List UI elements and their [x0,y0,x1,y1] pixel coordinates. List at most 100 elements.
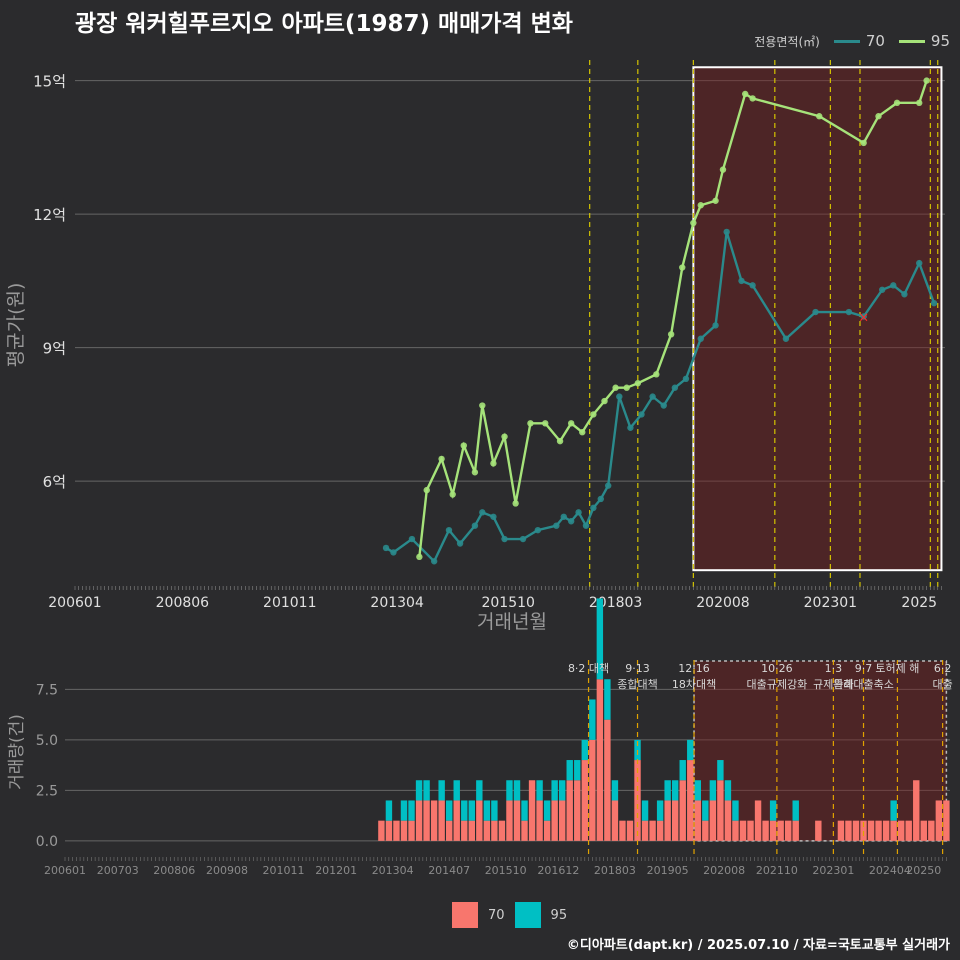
policy-annotation: 대출 [932,678,952,691]
data-point-70 [627,424,634,431]
data-point-70 [575,509,582,516]
data-point-95 [479,402,486,409]
volume-bar-70 [513,800,521,841]
volume-bar-70 [536,800,543,841]
volume-bar-70 [491,820,498,841]
policy-annotation: 8·2 대책 [568,662,609,675]
data-point-70 [582,522,590,529]
data-point-70 [408,535,416,543]
volume-bar-95 [468,800,475,821]
data-point-95 [527,420,534,427]
volume-bar-95 [438,780,445,801]
volume-bar-70 [664,800,671,841]
policy-annotation: 18차대책 [672,678,716,691]
policy-annotation: 9·7 [855,662,873,675]
x-tick-label: 201011 [263,595,316,611]
data-point-70 [597,495,604,503]
data-point-70 [501,535,508,543]
volume-bar-70 [702,820,709,841]
data-point-95 [556,437,564,445]
volume-bar-70 [717,780,724,841]
source-footer: ©디아파트(dapt.kr) / 2025.07.10 / 자료=국토교통부 실… [566,938,950,953]
data-point-95 [679,264,686,271]
volume-bar-95 [596,598,604,680]
vol-x-tick-label: 200806 [153,864,195,877]
data-point-95 [923,77,930,84]
volume-bar-95 [558,780,566,801]
volume-bar-70 [378,820,385,841]
vol-x-tick-label: 202404 [869,864,911,877]
volume-bar-70 [920,820,927,841]
volume-bar-70 [905,820,912,841]
data-point-70 [604,482,612,489]
data-point-70 [682,375,690,383]
volume-bar-95 [476,780,483,801]
volume-bar-70 [483,820,491,841]
data-point-95 [667,331,675,338]
volume-bar-70 [709,800,717,841]
volume-bar-95 [604,679,611,720]
volume-bar-95 [890,800,897,821]
data-point-70 [712,322,719,329]
volume-bar-70 [815,820,822,841]
data-point-95 [490,460,497,467]
data-point-70 [390,549,397,556]
volume-bar-70 [943,800,950,841]
volume-bar-70 [611,800,619,841]
volume-bar-95 [709,780,717,801]
vol-x-tick-label: 201612 [537,864,579,877]
data-point-70 [890,282,897,289]
vol-y-tick-label: 7.5 [36,682,58,698]
data-point-95 [501,433,508,440]
volume-bar-70 [528,780,536,841]
data-point-95 [712,197,719,204]
volume-bar-95 [792,800,799,821]
volume-bar-70 [679,780,686,841]
volume-bar-95 [461,800,468,821]
policy-annotation: 9·13 [625,662,650,675]
volume-bar-70 [913,780,920,841]
volume-bar-70 [792,820,799,841]
x-tick-label: 202301 [804,595,857,611]
volume-bar-95 [687,739,694,761]
chart-title: 광장 워커힐푸르지오 아파트(1987) 매매가격 변화 [75,11,573,37]
data-point-95 [816,113,823,120]
volume-bar-95 [641,800,649,821]
data-point-95 [623,384,630,391]
x-tick-label: 202008 [696,595,749,611]
data-point-70 [534,526,542,534]
data-point-70 [560,513,567,520]
data-point-70 [782,335,790,342]
volume-bar-95 [656,800,664,821]
data-point-95 [860,139,867,147]
volume-bar-95 [574,760,581,781]
volume-bar-70 [438,800,445,841]
data-point-95 [741,90,749,98]
policy-annotation: 대출규제강화 [747,678,808,691]
data-point-70 [471,522,479,529]
volume-bar-70 [928,820,935,841]
y-axis-title: 평균가(원) [5,283,27,368]
volume-bar-95 [769,800,777,821]
volume-bar-70 [430,800,438,841]
volume-bar-70 [860,820,867,841]
volume-bar-70 [890,820,897,841]
y-tick-label: 6억 [43,473,66,491]
volume-bar-70 [747,820,754,841]
volume-bar-70 [423,800,430,841]
data-point-70 [553,522,560,529]
volume-bar-70 [604,719,611,841]
data-point-70 [812,308,819,316]
volume-bar-70 [935,800,943,841]
volume-bar-70 [671,800,679,841]
data-point-95 [601,397,608,405]
volume-bar-70 [468,820,475,841]
volume-bar-70 [626,820,634,841]
data-point-95 [690,219,697,227]
volume-bar-95 [694,780,701,801]
legend-swatch-95 [898,39,925,43]
data-point-70 [519,535,527,543]
volume-bar-70 [769,820,777,841]
volume-bar-95 [581,739,588,761]
